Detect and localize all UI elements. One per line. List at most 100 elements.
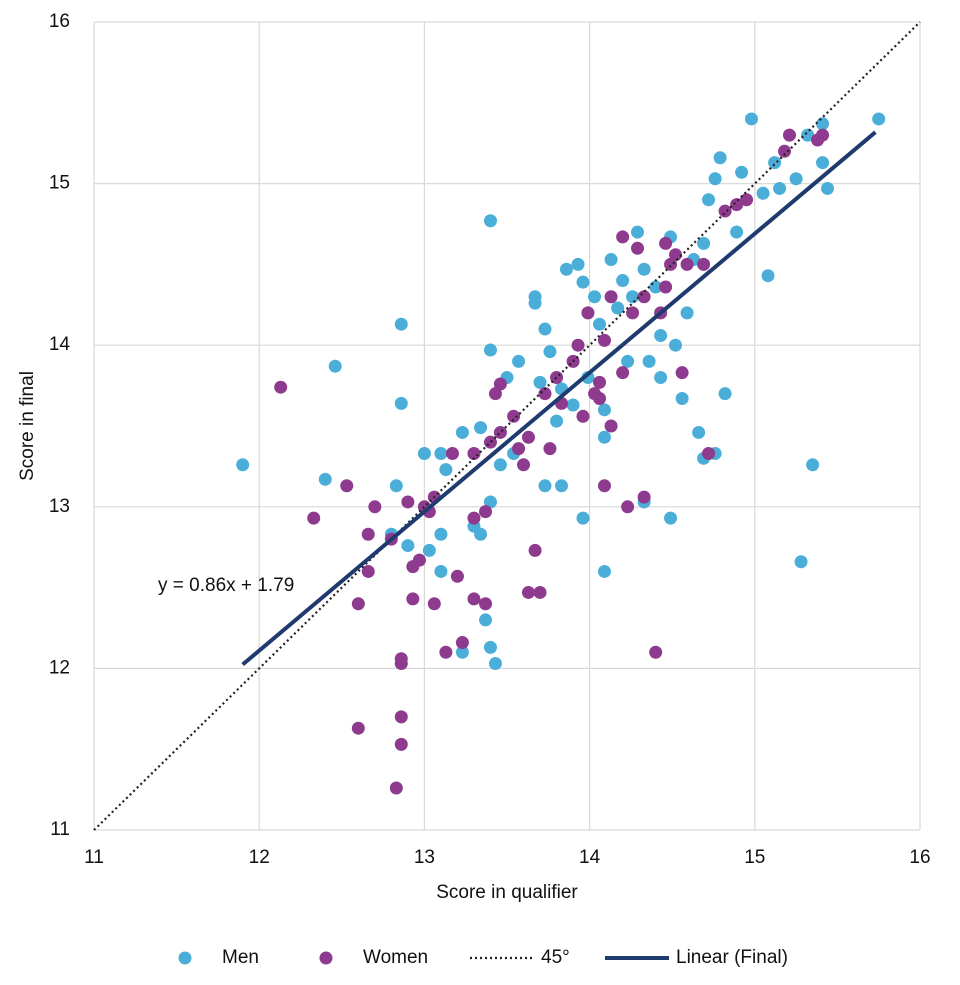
point <box>637 262 651 276</box>
point <box>649 645 663 659</box>
point <box>593 375 607 389</box>
x-tick-label: 13 <box>414 847 435 868</box>
x-axis-title: Score in qualifier <box>436 882 578 903</box>
y-axis-title: Score in final <box>17 371 38 481</box>
legend-label: Linear (Final) <box>676 947 788 968</box>
point <box>507 409 521 423</box>
point <box>434 564 448 578</box>
point <box>455 645 469 659</box>
y-tick-label: 15 <box>49 173 70 194</box>
trend-line <box>241 130 877 667</box>
point <box>474 527 488 541</box>
point <box>597 430 611 444</box>
point <box>702 446 716 460</box>
legend-item: Men <box>178 947 259 968</box>
point <box>597 479 611 493</box>
point <box>571 257 585 271</box>
point <box>692 425 706 439</box>
point <box>669 248 683 262</box>
point <box>604 253 618 267</box>
reference-line <box>93 21 921 831</box>
point <box>664 257 678 271</box>
point <box>626 290 640 304</box>
point <box>702 193 716 207</box>
legend-item: Linear (Final) <box>605 947 788 968</box>
point <box>744 112 758 126</box>
point <box>488 657 502 671</box>
point <box>597 403 611 417</box>
point <box>697 236 711 250</box>
point <box>571 338 585 352</box>
point <box>801 128 815 142</box>
point <box>434 527 448 541</box>
point <box>637 490 651 504</box>
legend-item: Women <box>319 947 428 968</box>
point <box>604 419 618 433</box>
point <box>588 290 602 304</box>
point <box>512 442 526 456</box>
point <box>427 597 441 611</box>
point <box>389 781 403 795</box>
point <box>434 446 448 460</box>
point <box>816 128 830 142</box>
x-tick-label: 12 <box>249 847 270 868</box>
trend-equation: y = 0.86x + 1.79 <box>158 575 294 596</box>
point <box>597 333 611 347</box>
point <box>604 290 618 304</box>
point <box>394 710 408 724</box>
point <box>782 128 796 142</box>
point <box>439 463 453 477</box>
point <box>394 737 408 751</box>
point <box>730 225 744 239</box>
point <box>512 354 526 368</box>
point <box>340 479 354 493</box>
point <box>664 511 678 525</box>
point <box>406 592 420 606</box>
point <box>593 392 607 406</box>
point <box>593 317 607 331</box>
point <box>483 495 497 509</box>
point <box>445 446 459 460</box>
point <box>274 380 288 394</box>
point <box>394 652 408 666</box>
x-tick-label: 16 <box>909 847 930 868</box>
point <box>439 645 453 659</box>
y-tick-label: 12 <box>49 657 70 678</box>
point <box>576 409 590 423</box>
point <box>307 511 321 525</box>
point <box>483 214 497 228</box>
point <box>631 225 645 239</box>
point <box>474 421 488 435</box>
point <box>401 539 415 553</box>
point <box>521 585 535 599</box>
point <box>528 296 542 310</box>
point <box>493 458 507 472</box>
point <box>517 458 531 472</box>
point <box>680 306 694 320</box>
point <box>559 262 573 276</box>
point <box>467 446 481 460</box>
point <box>621 354 635 368</box>
point <box>351 597 365 611</box>
point <box>675 366 689 380</box>
point <box>479 597 493 611</box>
point <box>611 301 625 315</box>
point <box>538 387 552 401</box>
point <box>493 425 507 439</box>
point <box>806 458 820 472</box>
point <box>422 543 436 557</box>
point <box>493 377 507 391</box>
point <box>394 396 408 410</box>
point <box>361 564 375 578</box>
point <box>816 117 830 131</box>
point <box>597 564 611 578</box>
point <box>389 479 403 493</box>
point <box>318 472 332 486</box>
point <box>467 511 481 525</box>
point <box>697 257 711 271</box>
point <box>455 425 469 439</box>
point <box>708 172 722 186</box>
point <box>816 156 830 170</box>
point <box>467 592 481 606</box>
